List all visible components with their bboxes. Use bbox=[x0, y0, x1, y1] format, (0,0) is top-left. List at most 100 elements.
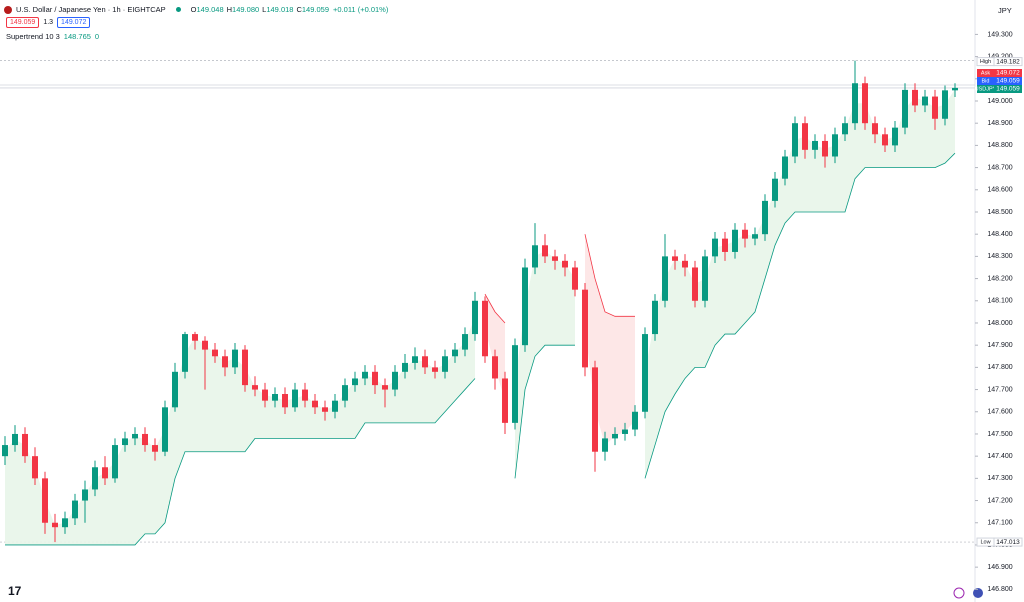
candle-body bbox=[442, 356, 448, 372]
y-tick-label: 148.900 bbox=[987, 120, 1012, 127]
candle-body bbox=[692, 267, 698, 301]
candle-body bbox=[422, 356, 428, 368]
candle-body bbox=[462, 334, 468, 350]
buy-button[interactable]: 149.072 bbox=[57, 17, 91, 28]
candle-body bbox=[12, 433, 18, 446]
price-label-name-box bbox=[977, 69, 994, 77]
price-label-value: 147.013 bbox=[996, 539, 1020, 546]
y-tick-label: 147.900 bbox=[987, 342, 1012, 349]
candle-body bbox=[742, 229, 748, 239]
grid bbox=[0, 60, 975, 543]
candle-body bbox=[752, 234, 758, 239]
candle-body bbox=[122, 438, 128, 446]
icon bbox=[953, 587, 965, 599]
candle-body bbox=[282, 394, 288, 408]
candle-body bbox=[492, 356, 498, 379]
y-tick-label: 147.800 bbox=[987, 364, 1012, 371]
candle-body bbox=[902, 89, 908, 128]
trend-fill bbox=[645, 89, 955, 479]
candle-body bbox=[92, 467, 98, 490]
candle-body bbox=[482, 300, 488, 357]
candle-body bbox=[82, 489, 88, 501]
candle-body bbox=[42, 478, 48, 523]
candle-body bbox=[852, 83, 858, 124]
trend-fill bbox=[485, 294, 505, 401]
candle-body bbox=[352, 378, 358, 386]
candle-body bbox=[22, 433, 28, 457]
candle-body bbox=[652, 300, 658, 335]
candle-body bbox=[152, 445, 158, 452]
candle-body bbox=[872, 123, 878, 135]
candles bbox=[2, 60, 958, 543]
candle-body bbox=[562, 260, 568, 268]
price-label-name-box bbox=[977, 77, 994, 85]
candle-body bbox=[942, 90, 948, 119]
y-tick-label: 147.300 bbox=[987, 475, 1012, 482]
candle-body bbox=[952, 87, 958, 91]
candle-body bbox=[392, 371, 398, 390]
candle-body bbox=[452, 349, 458, 357]
candle-body bbox=[332, 400, 338, 412]
candle-body bbox=[372, 371, 378, 386]
candle-body bbox=[732, 229, 738, 252]
candle-body bbox=[892, 127, 898, 146]
indicator-name: Supertrend 10 3 bbox=[6, 32, 60, 41]
trend-lines bbox=[5, 152, 956, 546]
candle-body bbox=[722, 238, 728, 252]
ohlc-value: 149.018 bbox=[266, 5, 294, 14]
candle-body bbox=[172, 371, 178, 408]
candle-body bbox=[292, 389, 298, 408]
candle-body bbox=[572, 267, 578, 290]
candle-body bbox=[32, 456, 38, 479]
price-label-value: 149.072 bbox=[996, 70, 1020, 77]
candle-body bbox=[472, 300, 478, 335]
y-tick-label: 147.500 bbox=[987, 431, 1012, 438]
y-tick-label: 149.000 bbox=[987, 98, 1012, 105]
candle-body bbox=[62, 518, 68, 528]
price-label-name: USDJPY bbox=[975, 86, 997, 92]
supertrend-line bbox=[5, 378, 476, 546]
indicator-extra: 0 bbox=[94, 32, 100, 41]
sell-button[interactable]: 149.059 bbox=[6, 17, 40, 28]
ohlc-value: 149.080 bbox=[232, 5, 260, 14]
candle-body bbox=[812, 140, 818, 150]
y-tick-label: 147.200 bbox=[987, 497, 1012, 504]
candle-body bbox=[542, 245, 548, 257]
candle-body bbox=[342, 385, 348, 401]
price-label-name: Ask bbox=[981, 70, 990, 76]
candle-body bbox=[842, 123, 848, 135]
candle-body bbox=[232, 349, 238, 368]
symbol: U.S. Dollar / Japanese Yen · 1h · EIGHTC… bbox=[16, 5, 166, 14]
candle-body bbox=[312, 400, 318, 408]
supertrend-line bbox=[584, 234, 635, 317]
price-label-value-box bbox=[994, 77, 1022, 85]
candle-body bbox=[552, 256, 558, 261]
candle-body bbox=[182, 334, 188, 372]
price-label-value-box bbox=[993, 57, 1023, 67]
y-tick-label: 148.000 bbox=[987, 320, 1012, 327]
y-tick-label: 147.100 bbox=[987, 520, 1012, 527]
candle-body bbox=[512, 345, 518, 423]
candle-body bbox=[212, 349, 218, 357]
candle-body bbox=[502, 378, 508, 423]
y-tick-label: 149.200 bbox=[987, 53, 1012, 60]
trend-fill bbox=[5, 317, 475, 545]
logo: 17 bbox=[8, 584, 22, 598]
candle-body bbox=[932, 96, 938, 119]
flag-icon bbox=[973, 588, 983, 598]
ohlc-value: 149.059 bbox=[301, 5, 330, 14]
candle-body bbox=[822, 140, 828, 157]
candle-body bbox=[302, 389, 308, 401]
trend-fills bbox=[5, 89, 955, 545]
candle-body bbox=[402, 362, 408, 372]
flag bbox=[4, 5, 12, 14]
candle-body bbox=[792, 123, 798, 157]
y-tick-label: 147.600 bbox=[987, 409, 1012, 416]
candle-body bbox=[882, 134, 888, 146]
candle-body bbox=[772, 178, 778, 201]
y-tick-label: 147.700 bbox=[987, 386, 1012, 393]
y-tick-label: 146.800 bbox=[987, 586, 1012, 593]
